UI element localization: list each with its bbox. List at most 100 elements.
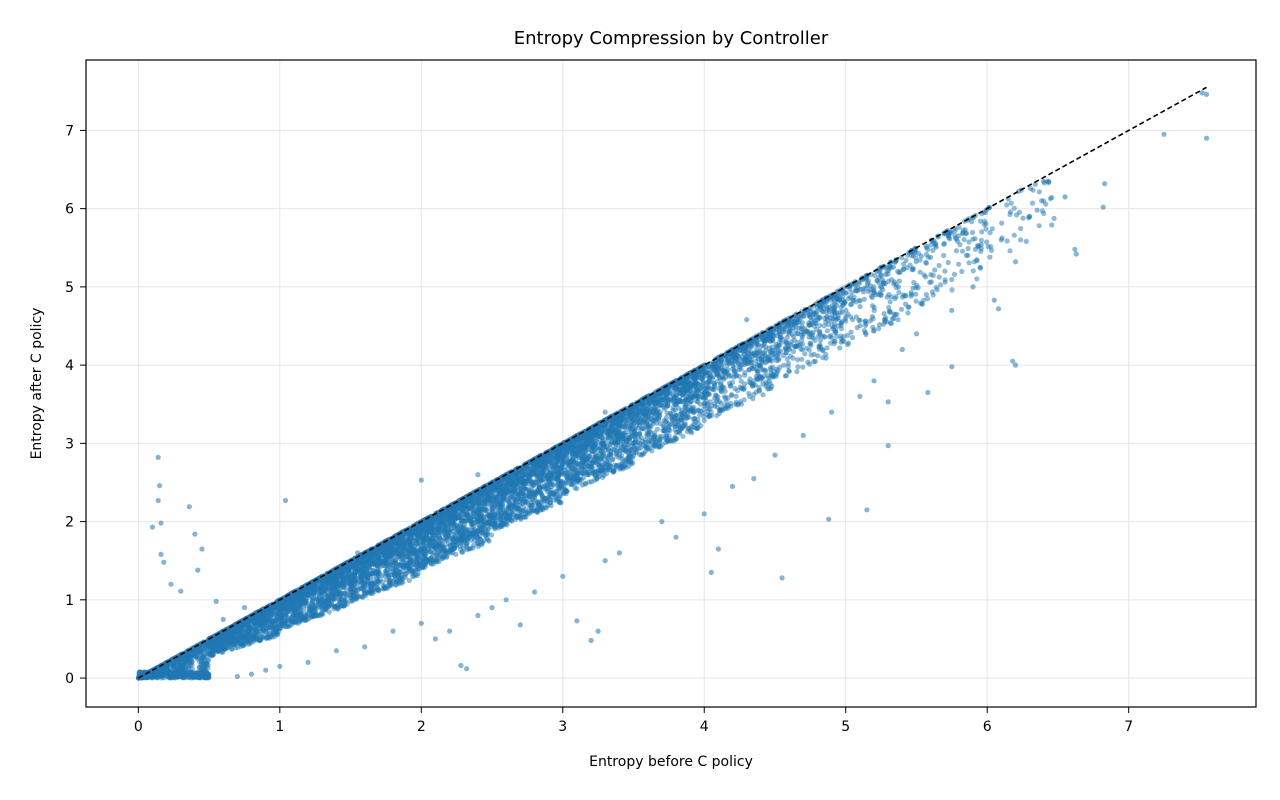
scatter-point [268,618,274,624]
scatter-point [476,523,483,529]
scatter-point [337,600,343,606]
scatter-point [433,542,439,548]
scatter-point [478,504,484,510]
scatter-point [434,530,440,536]
scatter-point [462,511,468,518]
plot-area [135,86,1210,681]
scatter-point [239,632,245,638]
scatter-point [393,571,399,577]
scatter-point [233,639,239,645]
scatter-point [247,640,253,646]
scatter-point [184,656,190,662]
scatter-point [381,559,387,566]
scatter-point [158,675,165,681]
scatter-point [182,660,188,666]
scatter-point [450,541,456,547]
scatter-point [467,518,474,524]
scatter-point [359,562,366,569]
scatter-point [352,569,359,576]
scatter-point [376,557,382,563]
scatter-point [308,614,314,620]
scatter-point [451,536,457,542]
scatter-point [260,627,266,633]
scatter-point [331,583,337,589]
scatter-point [188,650,194,656]
scatter-point [445,528,451,535]
scatter-point [178,671,184,678]
scatter-point [463,502,469,508]
scatter-point [466,534,472,541]
scatter-point [272,633,278,639]
scatter-point [472,537,478,544]
scatter-point [464,546,470,553]
scatter-point [200,673,206,679]
scatter-point [317,597,323,603]
scatter-point [404,539,410,545]
scatter-point [244,636,250,643]
scatter-point [444,537,450,543]
scatter-point [229,646,235,652]
scatter-point [351,574,357,580]
scatter-point [359,594,365,600]
scatter-point [338,584,344,591]
scatter-point [353,595,359,602]
scatter-point [331,573,337,579]
scatter-point [226,638,232,644]
scatter-point [330,596,336,602]
scatter-point [282,605,288,611]
scatter-point [437,525,443,531]
scatter-point [271,621,278,627]
scatter-point [255,620,261,626]
scatter-point [467,530,473,536]
scatter-point [175,664,181,670]
scatter-point [362,580,368,586]
scatter-point [249,636,255,642]
scatter-point [451,546,457,552]
scatter-point [208,644,214,651]
scatter-point [205,672,211,678]
scatter-point [292,606,298,613]
scatter-point [270,607,276,613]
scatter-point [403,570,409,577]
scatter-point [421,524,428,530]
scatter-point [399,552,405,559]
scatter-point [395,546,401,552]
scatter-point [297,605,303,612]
scatter-point [443,514,449,520]
scatter-point [459,549,465,555]
scatter-point [320,587,326,593]
scatter-point [311,590,317,597]
scatter-point [420,539,426,546]
scatter-point [248,624,254,630]
scatter-point [313,612,319,618]
scatter-point [477,511,483,517]
scatter-point [263,614,269,620]
scatter-point [291,596,297,602]
scatter-point [218,644,224,650]
scatter-point [245,629,251,635]
scatter-point [348,583,354,590]
scatter-point [477,529,483,535]
scatter-point [160,670,167,676]
scatter-point [255,613,261,619]
scatter-point [323,599,329,606]
scatter-point [182,669,188,675]
scatter-point [311,584,317,590]
scatter-point [404,545,410,551]
scatter-point [238,643,244,650]
scatter-point [370,576,376,582]
scatter-point [189,672,195,678]
scatter-point [192,653,198,659]
scatter-point [241,620,247,626]
scatter-point [370,567,376,573]
scatter-point [301,616,307,622]
scatter-point [343,599,349,605]
scatter-point [168,670,174,677]
scatter-point [411,569,417,575]
scatter-point [337,593,343,600]
scatter-point [441,553,447,559]
scatter-point [196,664,203,670]
scatter-point [194,649,200,655]
scatter-point [428,544,434,550]
scatter-point [357,567,364,573]
